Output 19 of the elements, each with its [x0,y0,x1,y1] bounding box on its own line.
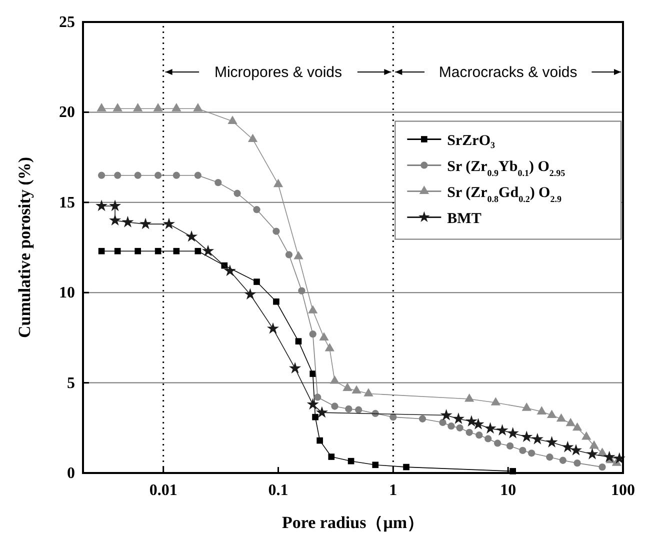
y-tick-label: 0 [67,465,75,482]
x-tick-label: 10 [500,482,516,499]
y-tick-label: 25 [59,14,75,31]
x-tick-label: 1 [389,482,398,499]
y-tick-label: 5 [67,374,75,392]
y-tick-label: 15 [59,194,75,212]
legend-label: SrZrO₃ [447,133,496,150]
x-tick-label: 0.01 [149,482,178,499]
y-axis-title: Cumulative porosity (%) [15,156,34,338]
legend-label: Sr (Zr$_{0.9}$Yb$_{0.1}$) O$_{2.95}$ [447,159,566,178]
x-tick-label: 100 [611,482,635,499]
y-tick-label: 10 [59,284,75,302]
annotation: Micropores & voids [214,64,342,81]
legend-label: Sr (Zr$_{0.8}$Gd$_{0.2}$) O$_{2.9}$ [447,185,562,204]
legend-label: BMT [447,211,482,228]
y-tick-label: 20 [59,104,75,122]
x-tick-label: 0.1 [268,482,288,499]
annotation: Macrocracks & voids [438,64,578,81]
x-axis-title: Pore radius（μm） [282,513,424,532]
